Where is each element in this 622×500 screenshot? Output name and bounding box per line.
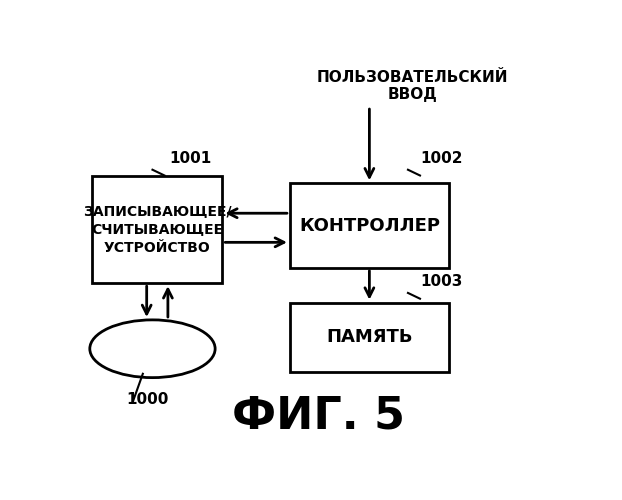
Text: 1000: 1000	[126, 392, 169, 406]
Bar	[290, 302, 449, 372]
Ellipse shape	[90, 320, 215, 378]
Bar	[290, 183, 449, 268]
Text: КОНТРОЛЛЕР: КОНТРОЛЛЕР	[299, 216, 440, 234]
Text: 1001: 1001	[169, 151, 211, 166]
Text: ПОЛЬЗОВАТЕЛЬСКИЙ
ВВОД: ПОЛЬЗОВАТЕЛЬСКИЙ ВВОД	[317, 70, 509, 102]
Bar	[92, 176, 223, 284]
Text: ЗАПИСЫВАЮЩЕЕ/
СЧИТЫВАЮЩЕЕ
УСТРОЙСТВО: ЗАПИСЫВАЮЩЕЕ/ СЧИТЫВАЮЩЕЕ УСТРОЙСТВО	[83, 204, 231, 255]
Text: 1003: 1003	[420, 274, 462, 289]
Text: 1002: 1002	[420, 151, 463, 166]
Text: ПАМЯТЬ: ПАМЯТЬ	[326, 328, 412, 346]
Text: ФИГ. 5: ФИГ. 5	[232, 394, 406, 438]
